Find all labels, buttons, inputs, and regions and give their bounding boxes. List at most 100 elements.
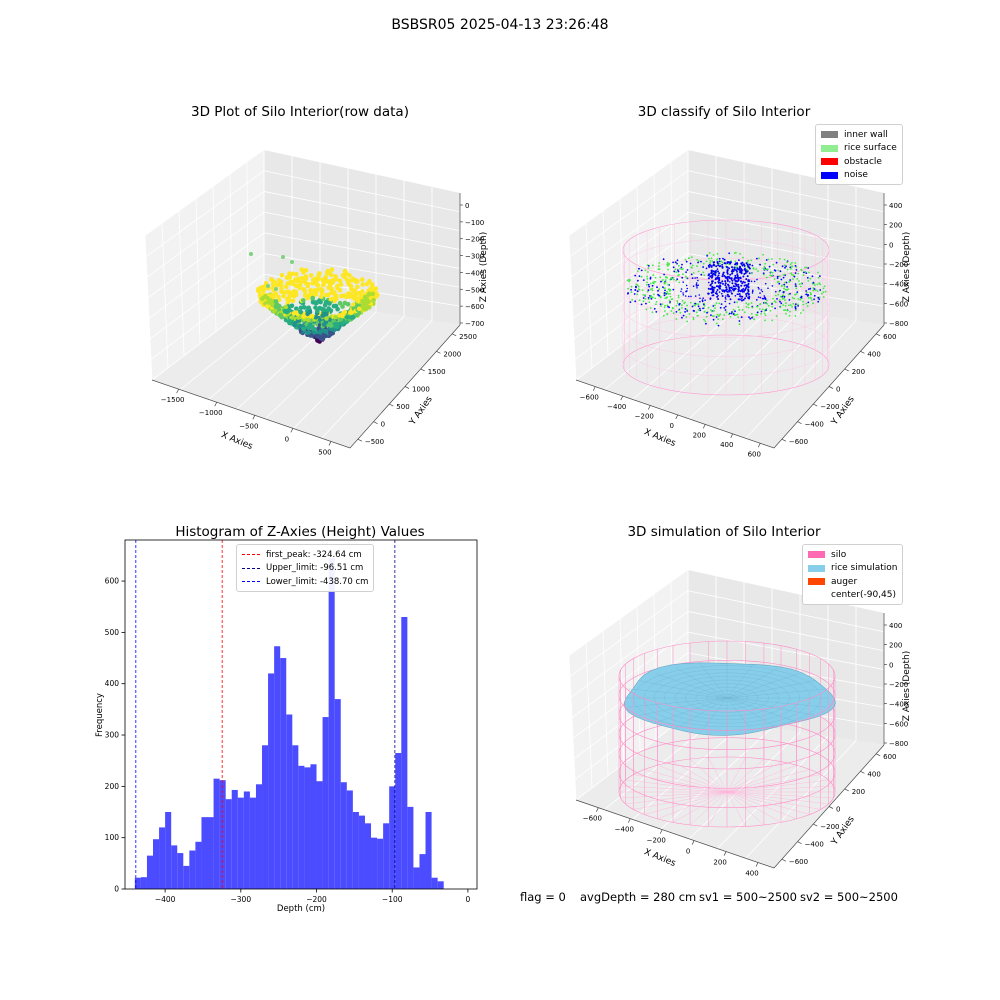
- y-tick-label: −500: [365, 438, 384, 446]
- back-left-pane: [569, 150, 688, 380]
- raw-point: [313, 305, 318, 310]
- grid-line: [145, 170, 265, 257]
- y-tick-label: 500: [396, 403, 409, 411]
- y-tick-label: 0: [381, 421, 385, 429]
- raw-point: [261, 284, 267, 290]
- grid-line: [604, 298, 717, 391]
- legend-item-auger: auger: [808, 575, 897, 589]
- x-tick-label: −1500: [161, 396, 185, 404]
- raw-point: [301, 298, 306, 303]
- raw-point: [319, 290, 325, 296]
- grid-line: [161, 223, 169, 368]
- raw-point: [318, 329, 323, 335]
- raw-point: [350, 276, 356, 282]
- z-tick-label: −500: [465, 286, 484, 294]
- raw-point: [314, 334, 320, 339]
- raw-point: [319, 306, 325, 312]
- x-tick: [627, 818, 631, 823]
- y-tick: [844, 788, 849, 792]
- grid-line: [146, 191, 265, 278]
- footer-sv1: sv1 = 500~2500: [699, 890, 797, 904]
- panel2-title: 3D classify of Silo Interior: [637, 104, 811, 120]
- grid-line: [602, 211, 609, 356]
- raw-point: [285, 281, 290, 286]
- grid-line: [687, 170, 885, 213]
- y-tick-label: 1000: [412, 386, 430, 394]
- grid-line: [745, 320, 857, 439]
- legend-item-silo: silo: [808, 548, 897, 562]
- panel4-zlabel: Z Axies (Depth): [902, 651, 912, 722]
- raw-point: [298, 305, 304, 311]
- raw-point: [360, 277, 365, 282]
- z-tick-label: −100: [465, 219, 484, 227]
- legend-label: center(-90,45): [831, 590, 896, 601]
- raw-point: [306, 317, 311, 323]
- raw-point: [287, 271, 292, 277]
- footer-sv2: sv2 = 500~2500: [800, 890, 898, 904]
- x-tick-label: −500: [239, 422, 258, 430]
- raw-point: [279, 286, 284, 292]
- raw-point: [364, 297, 370, 303]
- panel4-ylabel: Y Axies: [829, 814, 857, 847]
- raw-point: [306, 330, 312, 335]
- raw-point: [286, 295, 292, 301]
- y-tick: [813, 823, 818, 827]
- grid-line: [263, 253, 461, 288]
- raw-point: [306, 325, 311, 331]
- raw-point: [355, 284, 360, 290]
- raw-point: [249, 252, 253, 256]
- raw-point: [329, 267, 335, 272]
- raw-point: [323, 292, 329, 298]
- raw-point: [347, 282, 352, 288]
- raw-point: [301, 314, 307, 319]
- grid-line: [263, 170, 461, 213]
- raw-point: [340, 273, 346, 278]
- x-tick-label: −600: [583, 815, 602, 823]
- raw-point: [338, 282, 344, 287]
- raw-point: [257, 293, 263, 298]
- raw-point: [271, 279, 276, 284]
- y-tick-label: −200: [820, 823, 839, 831]
- legend-item-rice-simulation: rice simulation: [808, 562, 897, 576]
- grid-line: [670, 162, 673, 308]
- raw-point: [276, 294, 281, 300]
- x-tick-label: 0: [686, 848, 690, 856]
- y-tick-label: 2500: [459, 333, 477, 341]
- raw-point: [303, 276, 309, 282]
- grid-line: [687, 191, 885, 232]
- grid-line: [180, 298, 293, 391]
- raw-point: [324, 316, 329, 321]
- y-tick: [404, 386, 410, 389]
- raw-point: [328, 326, 334, 332]
- figure-title: BSBSR05 2025-04-13 23:26:48: [391, 17, 609, 33]
- y-tick-label: −600: [789, 858, 808, 866]
- raw-point: [311, 277, 316, 283]
- raw-point: [323, 329, 329, 334]
- z-tick-label: 200: [889, 642, 902, 650]
- y-tick-label: 1500: [428, 368, 446, 376]
- raw-point: [350, 294, 355, 300]
- y-tick: [389, 403, 394, 407]
- y-tick-label: 2000: [443, 350, 461, 358]
- raw-point: [315, 283, 321, 288]
- y-tick: [436, 351, 441, 354]
- raw-point: [292, 277, 298, 283]
- back-left-pane: [145, 150, 264, 380]
- raw-point: [333, 274, 338, 279]
- x-tick-label: 500: [318, 448, 331, 456]
- panel4-xlabel: X Axies: [642, 847, 677, 869]
- z-tick-label: 400: [889, 622, 902, 630]
- raw-point: [308, 273, 314, 278]
- footer-avg-depth: avgDepth = 280 cm: [580, 890, 697, 904]
- x-tick-label: −400: [615, 826, 634, 834]
- raw-point: [346, 278, 352, 284]
- raw-point: [320, 313, 325, 318]
- legend-swatch: [808, 578, 825, 586]
- raw-point: [337, 278, 343, 284]
- raw-point: [289, 303, 295, 309]
- legend-swatch: [808, 592, 825, 599]
- raw-point: [366, 292, 372, 297]
- y-tick-label: −400: [805, 841, 824, 849]
- raw-point: [333, 314, 338, 320]
- raw-point: [310, 281, 316, 286]
